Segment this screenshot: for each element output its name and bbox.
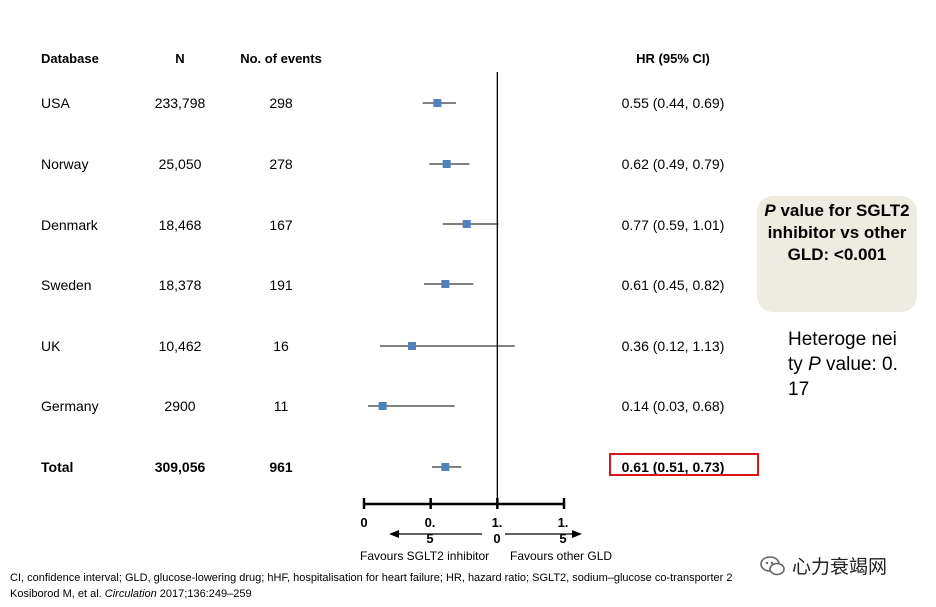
header-events: No. of events	[240, 51, 322, 66]
watermark-text: 心力衰竭网	[792, 557, 888, 578]
p-value-text: value for SGLT2 inhibitor vs other GLD: …	[767, 201, 910, 264]
heterogeneity-prefix: Heteroge neity	[788, 329, 897, 375]
row-events: 278	[269, 156, 293, 172]
row-hr-ci: 0.77 (0.59, 1.01)	[621, 217, 725, 233]
header-hr-ci: HR (95% CI)	[636, 51, 710, 66]
header-n: N	[175, 51, 185, 66]
row-n: 10,462	[158, 338, 202, 354]
tick-label-bottom: 5	[559, 531, 567, 546]
row-events: 191	[269, 277, 293, 293]
row-n: 2900	[164, 398, 196, 414]
wechat-icon	[760, 555, 785, 575]
row-n: 25,050	[158, 156, 202, 172]
hr-marker	[441, 463, 450, 471]
row-events: 11	[273, 398, 289, 414]
hr-marker	[442, 160, 451, 168]
tick-label-top: 1.	[491, 515, 503, 530]
total-highlight-box	[609, 453, 759, 476]
favours-left-arrowhead	[389, 530, 399, 538]
heterogeneity-text: Heteroge neity P value: 0.17	[788, 327, 898, 402]
citation-details: 2017;136:249–259	[156, 588, 252, 600]
tick-label-bottom: 5	[426, 531, 434, 546]
row-database: Norway	[41, 156, 89, 172]
row-events: 167	[269, 217, 293, 233]
row-n: 18,378	[158, 277, 202, 293]
row-database: Germany	[41, 398, 99, 414]
footnote-abbreviations: CI, confidence interval; GLD, glucose-lo…	[10, 572, 733, 584]
row-hr-ci: 0.14 (0.03, 0.68)	[621, 398, 725, 414]
watermark: 心力衰竭网	[760, 552, 887, 579]
header-database: Database	[41, 51, 99, 66]
tick-label-top: 0	[360, 515, 368, 530]
hr-marker	[378, 402, 387, 410]
total-n: 309,056	[154, 459, 206, 475]
row-hr-ci: 0.61 (0.45, 0.82)	[621, 277, 725, 293]
row-events: 298	[269, 95, 293, 111]
heterogeneity-italic-p: P	[808, 354, 821, 375]
tick-label-top: 0.	[424, 515, 436, 530]
tick-label-bottom: 0	[493, 531, 501, 546]
favours-right-label: Favours other GLD	[510, 549, 613, 563]
row-hr-ci: 0.36 (0.12, 1.13)	[621, 338, 725, 354]
p-value-box: P value for SGLT2 inhibitor vs other GLD…	[757, 196, 917, 312]
citation-journal: Circulation	[104, 588, 157, 600]
row-database: UK	[41, 338, 61, 354]
hr-marker	[462, 220, 471, 228]
row-hr-ci: 0.55 (0.44, 0.69)	[621, 95, 725, 111]
favours-right-arrowhead	[572, 530, 582, 538]
tick-label-top: 1.	[557, 515, 569, 530]
total-hr-ci: 0.61 (0.51, 0.73)	[621, 459, 725, 475]
hr-marker	[433, 99, 442, 107]
hr-marker	[408, 342, 416, 350]
heterogeneity-suffix: value: 0.17	[788, 354, 898, 400]
total-events: 961	[269, 459, 293, 475]
row-database: USA	[41, 95, 70, 111]
favours-left-label: Favours SGLT2 inhibitor	[360, 549, 490, 563]
footnote-citation: Kosiborod M, et al. Circulation 2017;136…	[10, 588, 252, 600]
total-database: Total	[41, 459, 74, 475]
hr-marker	[441, 280, 450, 288]
row-database: Denmark	[41, 217, 98, 233]
row-n: 233,798	[154, 95, 206, 111]
row-events: 16	[273, 338, 289, 354]
row-n: 18,468	[158, 217, 202, 233]
row-database: Sweden	[41, 277, 92, 293]
citation-authors: Kosiborod M, et al.	[10, 588, 105, 600]
row-hr-ci: 0.62 (0.49, 0.79)	[621, 156, 725, 172]
p-value-italic-p: P	[764, 201, 776, 220]
